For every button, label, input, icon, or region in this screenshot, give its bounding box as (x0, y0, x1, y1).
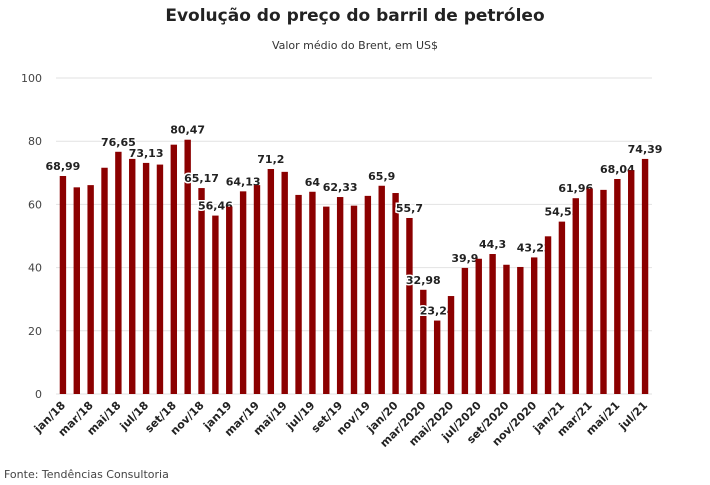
y-tick-label: 80 (28, 135, 42, 148)
bar (309, 191, 316, 394)
y-tick-label: 0 (35, 388, 42, 401)
chart-subtitle: Valor médio do Brent, em US$ (272, 39, 438, 52)
bar (323, 206, 330, 394)
y-tick-label: 100 (21, 72, 42, 85)
bar (600, 189, 607, 394)
bar (461, 267, 469, 394)
value-label: 68,04 (600, 163, 635, 176)
bar (198, 188, 205, 394)
bar (517, 266, 524, 394)
bar (586, 188, 593, 394)
value-label: 73,13 (129, 147, 164, 160)
bar (628, 170, 635, 394)
value-label: 76,65 (101, 136, 136, 149)
bar (406, 217, 413, 394)
value-label: 56,46 (198, 200, 233, 213)
value-label: 32,98 (406, 274, 441, 287)
value-label: 23,24 (420, 305, 455, 318)
bar (614, 178, 621, 394)
bar (281, 171, 288, 394)
bar (142, 162, 150, 394)
bar (253, 185, 261, 394)
value-label: 65,9 (368, 170, 395, 183)
chart-title: Evolução do preço do barril de petróleo (165, 6, 544, 26)
source: Fonte: Tendências Consultoria (4, 468, 169, 481)
bar (101, 167, 108, 394)
bar (433, 320, 441, 394)
value-label: 44,3 (479, 238, 506, 251)
bar (392, 193, 399, 394)
value-label: 64 (305, 176, 321, 189)
y-tick-label: 40 (28, 262, 42, 275)
y-tick-label: 60 (28, 198, 42, 211)
bar (156, 164, 164, 394)
bar (115, 151, 122, 394)
bar (267, 169, 275, 394)
value-label: 43,22 (517, 241, 552, 254)
bar (572, 198, 579, 394)
value-label: 54,55 (545, 206, 580, 219)
value-label: 74,39 (628, 143, 663, 156)
bar (475, 258, 482, 394)
bar (129, 158, 136, 394)
value-label: 80,47 (170, 124, 205, 137)
value-label: 62,33 (323, 181, 358, 194)
bar (59, 175, 67, 394)
bar (226, 206, 233, 394)
bar (239, 191, 247, 394)
bar (378, 185, 385, 394)
bar (558, 221, 566, 394)
bar (420, 289, 427, 394)
bar (184, 139, 191, 394)
bar (489, 254, 496, 394)
bar (336, 197, 344, 394)
y-tick-label: 20 (28, 325, 42, 338)
value-label: 68,99 (46, 160, 81, 173)
bar (73, 187, 80, 394)
bar (530, 257, 538, 394)
bar (544, 236, 552, 394)
bar (641, 158, 649, 394)
value-label: 55,7 (396, 202, 423, 215)
bar (503, 264, 510, 394)
x-tick-label: jul/21 (616, 399, 650, 433)
bar (212, 215, 219, 394)
bar (170, 144, 178, 394)
bar (350, 205, 358, 394)
bar (447, 296, 455, 394)
value-label: 61,96 (558, 182, 593, 195)
bar (364, 195, 372, 394)
value-label: 71,2 (257, 153, 284, 166)
bar (295, 194, 302, 394)
bar (87, 185, 94, 394)
value-label: 39,9 (451, 252, 478, 265)
value-label: 65,17 (184, 172, 219, 185)
value-label: 64,13 (226, 175, 261, 188)
